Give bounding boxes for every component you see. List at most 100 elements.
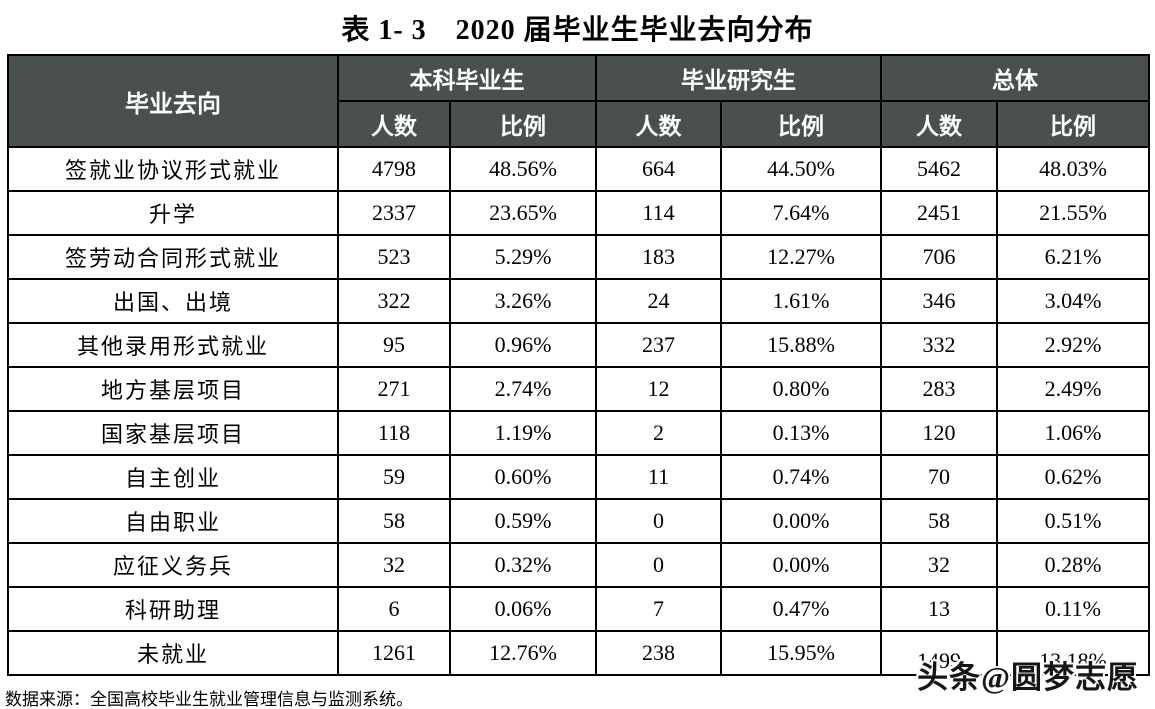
destination-cell: 出国、出境 [7,278,339,324]
subheader-total-ratio: 比例 [996,100,1150,148]
destination-cell: 自由职业 [7,498,339,544]
table-row: 出国、出境 322 3.26% 24 1.61% 346 3.04% [7,278,1150,324]
pg-ratio-cell: 0.00% [720,542,882,588]
total-count-cell: 120 [880,410,998,456]
sub-header-row: 人数 比例 人数 比例 人数 比例 [8,100,1150,148]
table-title: 表 1- 3 2020 届毕业生毕业去向分布 [341,15,814,46]
group-header-total: 总体 [880,54,1150,102]
subheader-ug-ratio: 比例 [449,100,597,148]
total-ratio-cell: 21.55% [996,190,1150,236]
pg-count-cell: 11 [595,454,722,500]
watermark: 头条@圆梦志愿 [917,660,1139,695]
table-body: 签就业协议形式就业 4798 48.56% 664 44.50% 5462 48.03% 升学… [7,146,1150,676]
pg-ratio-cell: 1.61% [720,278,882,324]
pg-ratio-cell: 0.74% [720,454,882,500]
ug-count-cell: 59 [337,454,451,500]
destination-cell: 其他录用形式就业 [7,322,339,368]
subheader-pg-count: 人数 [595,100,722,148]
pg-count-cell: 237 [595,322,722,368]
table-row: 国家基层项目 118 1.19% 2 0.13% 120 1.06% [7,410,1150,456]
table-row: 未就业 1261 12.76% 238 15.95% 1499 13.18% [7,630,1150,676]
ug-count-cell: 4798 [337,146,451,192]
ug-count-cell: 118 [337,410,451,456]
ug-ratio-cell: 12.76% [449,630,597,676]
pg-ratio-cell: 7.64% [720,190,882,236]
ug-ratio-cell: 0.32% [449,542,597,588]
destination-cell: 国家基层项目 [7,410,339,456]
total-count-cell: 13 [880,586,998,632]
total-ratio-cell: 0.11% [996,586,1150,632]
total-ratio-cell: 6.21% [996,234,1150,280]
total-ratio-cell: 48.03% [996,146,1150,192]
total-count-cell: 1499 [880,630,998,676]
destination-cell: 升学 [7,190,339,236]
ug-ratio-cell: 23.65% [449,190,597,236]
group-header-undergraduate: 本科毕业生 [337,54,597,102]
pg-count-cell: 2 [595,410,722,456]
total-count-cell: 332 [880,322,998,368]
table-row: 地方基层项目 271 2.74% 12 0.80% 283 2.49% [7,366,1150,412]
total-count-cell: 346 [880,278,998,324]
table-row: 签就业协议形式就业 4798 48.56% 664 44.50% 5462 48.03% [7,146,1150,192]
ug-ratio-cell: 48.56% [449,146,597,192]
destination-cell: 签就业协议形式就业 [7,146,339,192]
pg-count-cell: 238 [595,630,722,676]
ug-ratio-cell: 0.60% [449,454,597,500]
pg-ratio-cell: 0.00% [720,498,882,544]
table-header: 毕业去向 本科毕业生 毕业研究生 总体 人数 比例 人数 比例 人数 比例 [7,54,1150,148]
data-source-note: 数据来源：全国高校毕业生就业管理信息与监测系统。 [5,690,413,709]
pg-count-cell: 0 [595,498,722,544]
total-ratio-cell: 0.62% [996,454,1150,500]
pg-ratio-cell: 44.50% [720,146,882,192]
cell-text: 1499 [917,648,961,673]
total-ratio-cell: 2.92% [996,322,1150,368]
ug-count-cell: 2337 [337,190,451,236]
pg-count-cell: 114 [595,190,722,236]
column-header-destination: 毕业去向 [7,54,339,148]
pg-count-cell: 0 [595,542,722,588]
total-ratio-cell: 13.18% [996,630,1150,676]
table-row: 应征义务兵 32 0.32% 0 0.00% 32 0.28% [7,542,1150,588]
ug-ratio-cell: 0.59% [449,498,597,544]
pg-ratio-cell: 15.95% [720,630,882,676]
total-ratio-cell: 1.06% [996,410,1150,456]
subheader-ug-count: 人数 [337,100,451,148]
ug-ratio-cell: 0.96% [449,322,597,368]
ug-ratio-cell: 0.06% [449,586,597,632]
ug-count-cell: 322 [337,278,451,324]
total-count-cell: 70 [880,454,998,500]
pg-count-cell: 7 [595,586,722,632]
pg-count-cell: 664 [595,146,722,192]
pg-count-cell: 12 [595,366,722,412]
ug-ratio-cell: 5.29% [449,234,597,280]
ug-ratio-cell: 3.26% [449,278,597,324]
table-row: 自由职业 58 0.59% 0 0.00% 58 0.51% [7,498,1150,544]
ug-ratio-cell: 2.74% [449,366,597,412]
ug-count-cell: 1261 [337,630,451,676]
ug-count-cell: 271 [337,366,451,412]
table-row: 升学 2337 23.65% 114 7.64% 2451 21.55% [7,190,1150,236]
ug-count-cell: 32 [337,542,451,588]
ug-count-cell: 95 [337,322,451,368]
pg-ratio-cell: 0.47% [720,586,882,632]
total-count-cell: 283 [880,366,998,412]
ug-count-cell: 523 [337,234,451,280]
table-row: 签劳动合同形式就业 523 5.29% 183 12.27% 706 6.21% [7,234,1150,280]
pg-ratio-cell: 0.80% [720,366,882,412]
ug-ratio-cell: 1.19% [449,410,597,456]
pg-ratio-cell: 0.13% [720,410,882,456]
table-row: 其他录用形式就业 95 0.96% 237 15.88% 332 2.92% [7,322,1150,368]
group-header-row: 毕业去向 本科毕业生 毕业研究生 总体 [7,54,1150,148]
total-count-cell: 58 [880,498,998,544]
total-count-cell: 2451 [880,190,998,236]
pg-count-cell: 183 [595,234,722,280]
total-ratio-cell: 0.28% [996,542,1150,588]
table-row: 科研助理 6 0.06% 7 0.47% 13 0.11% [7,586,1150,632]
destination-cell: 应征义务兵 [7,542,339,588]
destination-cell: 科研助理 [7,586,339,632]
total-ratio-cell: 2.49% [996,366,1150,412]
table-row: 自主创业 59 0.60% 11 0.74% 70 0.62% [7,454,1150,500]
subheader-pg-ratio: 比例 [720,100,882,148]
pg-count-cell: 24 [595,278,722,324]
